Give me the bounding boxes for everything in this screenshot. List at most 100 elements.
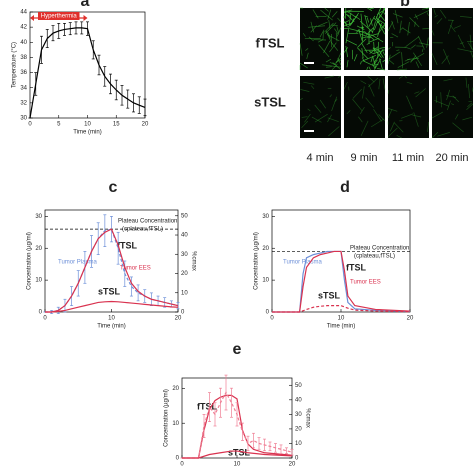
fiber bbox=[407, 21, 410, 36]
fiber bbox=[409, 17, 420, 28]
fiber bbox=[331, 96, 338, 111]
fiber bbox=[349, 28, 363, 33]
fiber bbox=[388, 51, 401, 60]
fiber bbox=[398, 75, 404, 79]
x-tick-label: 10 bbox=[338, 316, 345, 322]
fiber bbox=[379, 7, 386, 19]
fiber bbox=[396, 134, 402, 139]
fiber bbox=[360, 13, 363, 30]
fiber bbox=[419, 42, 430, 46]
series-line bbox=[272, 250, 411, 313]
fiber bbox=[343, 27, 350, 30]
fiber bbox=[320, 9, 333, 21]
y-tick-label: 38 bbox=[20, 55, 27, 61]
fiber bbox=[324, 75, 334, 79]
image-grid bbox=[299, 7, 474, 139]
fiber bbox=[379, 47, 386, 49]
fiber bbox=[453, 25, 461, 29]
fiber bbox=[345, 28, 350, 44]
fiber bbox=[308, 25, 326, 28]
fiber bbox=[331, 11, 338, 18]
fiber bbox=[411, 44, 416, 49]
fiber bbox=[361, 57, 365, 62]
fiber bbox=[343, 10, 351, 13]
fiber bbox=[314, 113, 328, 123]
y2-tick-label: 10 bbox=[181, 290, 188, 296]
fiber bbox=[326, 64, 342, 68]
fiber bbox=[391, 33, 399, 38]
fiber bbox=[382, 51, 386, 56]
fiber bbox=[387, 109, 393, 119]
micrograph bbox=[344, 76, 385, 138]
fiber bbox=[466, 103, 474, 110]
fiber bbox=[412, 114, 422, 118]
fiber bbox=[366, 66, 369, 71]
y-tick-label: 0 bbox=[266, 310, 270, 316]
fiber bbox=[334, 98, 338, 102]
fiber bbox=[328, 126, 340, 137]
fiber bbox=[451, 103, 455, 106]
fiber bbox=[441, 55, 449, 64]
micrograph bbox=[388, 76, 429, 138]
fiber bbox=[299, 43, 303, 56]
fiber bbox=[379, 58, 383, 70]
fiber bbox=[396, 49, 400, 51]
fiber bbox=[399, 20, 402, 34]
fiber bbox=[356, 25, 365, 30]
fiber bbox=[394, 122, 404, 133]
fiber bbox=[319, 99, 326, 109]
fiber bbox=[468, 83, 471, 99]
fiber bbox=[359, 21, 373, 33]
fiber bbox=[334, 28, 339, 35]
series-line bbox=[182, 450, 293, 459]
fiber bbox=[396, 68, 408, 71]
fiber bbox=[368, 84, 375, 97]
fiber bbox=[360, 80, 367, 85]
y-tick-label: 10 bbox=[262, 278, 269, 284]
fiber bbox=[327, 9, 332, 20]
fiber bbox=[452, 95, 460, 103]
fiber bbox=[369, 7, 375, 10]
fiber bbox=[434, 100, 449, 107]
fiber bbox=[372, 47, 379, 51]
fiber bbox=[391, 20, 395, 30]
y-tick-label: 40 bbox=[20, 40, 27, 46]
fiber bbox=[435, 95, 438, 103]
fiber bbox=[367, 75, 375, 83]
y-tick-label: 0 bbox=[176, 456, 180, 462]
fiber bbox=[377, 20, 381, 24]
fiber bbox=[359, 106, 365, 115]
fiber bbox=[437, 132, 450, 137]
fiber bbox=[329, 42, 337, 53]
fiber bbox=[304, 113, 311, 123]
y-axis-label: Concentration (µg/ml) bbox=[27, 232, 33, 290]
fiber bbox=[369, 37, 380, 43]
y2-axis-label: %cmax bbox=[304, 408, 310, 428]
y-tick-label: 20 bbox=[262, 246, 269, 252]
fiber bbox=[431, 111, 444, 119]
series-line bbox=[45, 228, 179, 313]
fiber bbox=[373, 41, 375, 53]
fiber bbox=[364, 31, 375, 41]
fiber bbox=[328, 19, 331, 29]
annotation: Plateau Concentration bbox=[118, 219, 177, 225]
fiber bbox=[357, 38, 367, 48]
fiber bbox=[405, 36, 419, 47]
fiber bbox=[366, 42, 370, 45]
fiber bbox=[414, 21, 416, 27]
fiber bbox=[425, 7, 430, 10]
fiber bbox=[301, 116, 308, 118]
fiber bbox=[325, 22, 337, 34]
fiber bbox=[397, 61, 410, 68]
fiber bbox=[426, 12, 429, 16]
fiber bbox=[332, 62, 342, 71]
fiber bbox=[392, 13, 403, 18]
micrograph bbox=[300, 76, 341, 138]
fiber bbox=[367, 77, 379, 88]
fiber bbox=[387, 108, 398, 112]
fiber bbox=[387, 47, 391, 50]
fiber bbox=[410, 55, 417, 63]
y2-tick-label: 10 bbox=[295, 441, 302, 447]
fiber bbox=[318, 44, 330, 58]
